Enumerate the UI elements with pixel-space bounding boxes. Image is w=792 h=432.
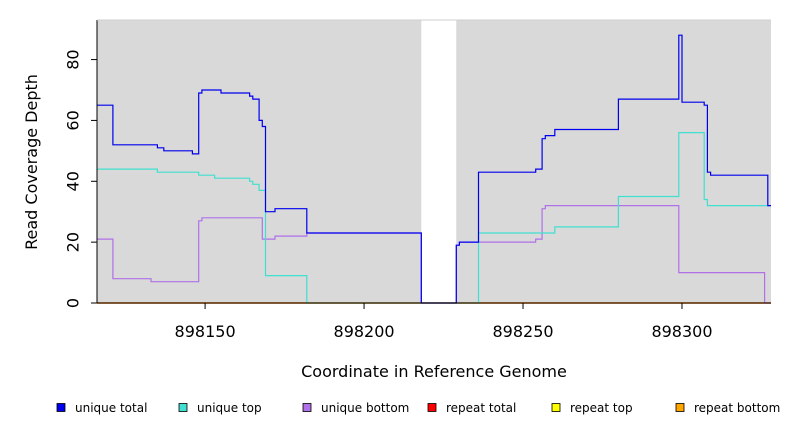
- x-tick-label: 898250: [492, 322, 553, 341]
- y-tick-label: 60: [64, 110, 83, 130]
- x-tick-label: 898300: [651, 322, 712, 341]
- legend-label-unique-total: unique total: [75, 401, 147, 415]
- series-line-unique-total: [97, 34, 771, 304]
- legend-label-unique-top: unique top: [197, 401, 262, 415]
- legend-swatch-unique-top: [178, 403, 188, 412]
- y-tick-label: 80: [64, 49, 83, 69]
- legend-swatch-repeat-bottom: [675, 403, 685, 412]
- y-axis: 0 20 40 60 80: [64, 20, 98, 308]
- legend-label-unique-bottom: unique bottom: [321, 401, 409, 415]
- legend-label-repeat-total: repeat total: [446, 401, 516, 415]
- y-tick-label: 0: [64, 298, 83, 308]
- y-tick-label: 20: [64, 232, 83, 252]
- legend-label-repeat-top: repeat top: [570, 401, 633, 415]
- y-tick-label: 40: [64, 171, 83, 191]
- gap-region: [421, 20, 457, 303]
- x-axis-title: Coordinate in Reference Genome: [301, 362, 567, 381]
- legend-swatch-repeat-top: [551, 403, 561, 412]
- x-tick-label: 898200: [334, 322, 395, 341]
- x-tick-label: 898150: [175, 322, 236, 341]
- legend: unique total unique top unique bottom repea…: [56, 401, 780, 415]
- y-axis-title: Read Coverage Depth: [22, 74, 41, 250]
- legend-label-repeat-bottom: repeat bottom: [694, 401, 780, 415]
- legend-swatch-unique-total: [56, 403, 66, 412]
- legend-swatch-repeat-total: [427, 403, 437, 412]
- x-axis: 898150 898200 898250 898300: [97, 19, 771, 341]
- legend-swatch-unique-bottom: [302, 403, 312, 412]
- series-line-unique-top: [97, 132, 771, 304]
